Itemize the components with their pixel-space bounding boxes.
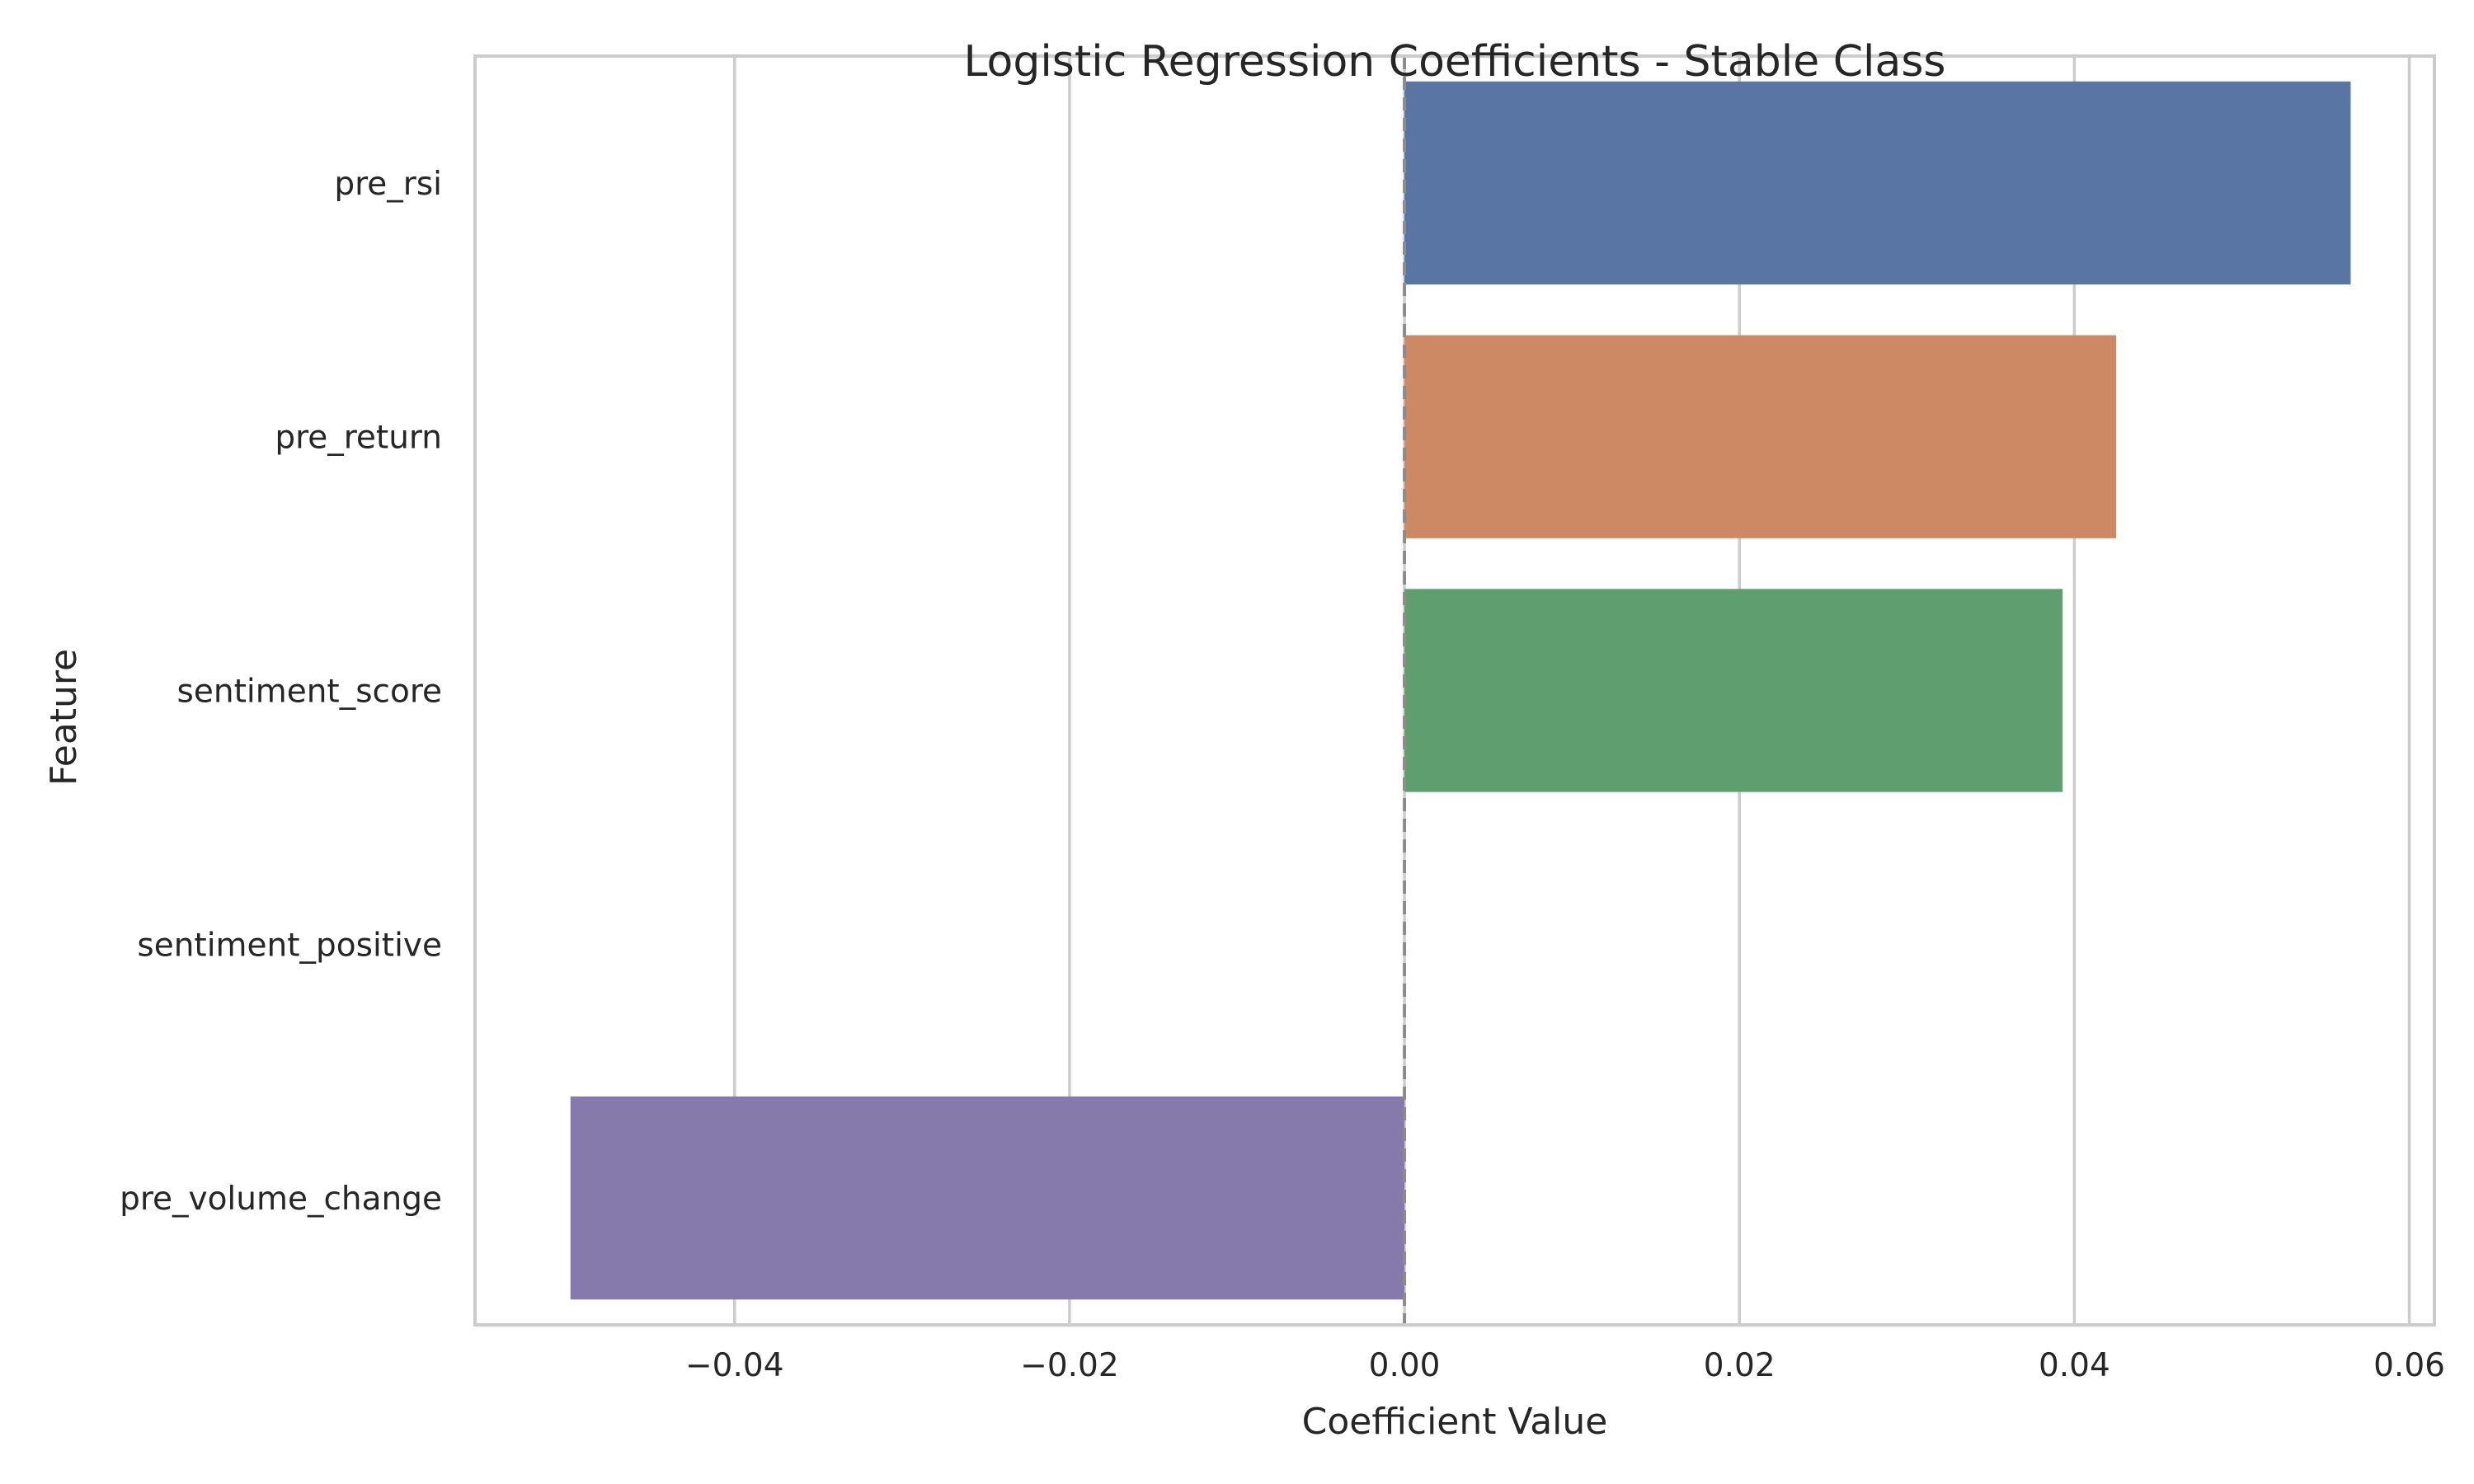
x-tick-label: −0.04 bbox=[685, 1347, 784, 1384]
y-tick-label: pre_volume_change bbox=[120, 1181, 442, 1218]
bar-sentiment-score bbox=[1404, 589, 2063, 792]
y-tick-label: pre_rsi bbox=[334, 166, 442, 203]
plot-frame bbox=[473, 54, 2436, 1327]
x-tick-label: 0.06 bbox=[2373, 1347, 2445, 1384]
x-tick-labels: −0.04 −0.02 0.00 0.02 0.04 0.06 bbox=[685, 1347, 2445, 1384]
x-tick-label: −0.02 bbox=[1020, 1347, 1119, 1384]
y-axis-label: Feature bbox=[43, 649, 85, 786]
x-axis-label: Coefficient Value bbox=[1302, 1401, 1608, 1443]
y-tick-label: sentiment_positive bbox=[137, 927, 442, 964]
y-tick-labels: pre_rsi pre_return sentiment_score sentimen… bbox=[120, 166, 442, 1218]
bar-pre-return bbox=[1404, 335, 2117, 538]
bars bbox=[570, 81, 2351, 1300]
x-tick-label: 0.02 bbox=[1704, 1347, 1776, 1384]
y-tick-label: pre_return bbox=[275, 420, 442, 457]
bar-pre-volume-change bbox=[570, 1096, 1405, 1300]
y-tick-label: sentiment_score bbox=[177, 674, 442, 711]
x-tick-label: 0.04 bbox=[2039, 1347, 2110, 1384]
x-tick-label: 0.00 bbox=[1369, 1347, 1441, 1384]
bar-pre-rsi bbox=[1404, 81, 2351, 285]
chart-title: Logistic Regression Coefficients - Stabl… bbox=[963, 37, 1945, 87]
